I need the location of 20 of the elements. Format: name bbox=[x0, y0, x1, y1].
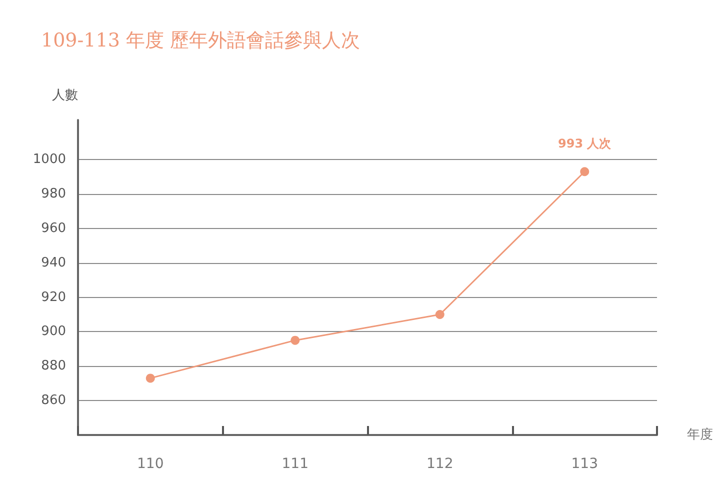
y-tick-label: 980 bbox=[41, 186, 66, 202]
x-tick-label: 110 bbox=[137, 456, 164, 472]
y-tick-label: 880 bbox=[41, 358, 66, 374]
y-tick-label: 860 bbox=[41, 393, 66, 408]
chart-title: 109-113 年度 歷年外語會話參與人次 bbox=[41, 30, 360, 52]
y-tick-label: 960 bbox=[41, 220, 66, 236]
y-axis-title: 人數 bbox=[52, 88, 78, 103]
y-tick-label: 940 bbox=[41, 255, 66, 270]
point bbox=[580, 167, 590, 176]
y-tick-label: 920 bbox=[41, 290, 66, 305]
x-tick-label: 112 bbox=[426, 456, 454, 472]
point bbox=[146, 374, 155, 383]
x-tick-label: 113 bbox=[571, 456, 598, 472]
x-axis-title: 年度 bbox=[687, 426, 713, 442]
y-tick-label: 1000 bbox=[32, 152, 66, 168]
y-tick-label: 900 bbox=[41, 324, 66, 340]
point bbox=[435, 310, 444, 320]
annotation: 993 人次 bbox=[558, 136, 612, 151]
x-tick-label: 111 bbox=[282, 456, 308, 472]
point bbox=[290, 336, 300, 345]
